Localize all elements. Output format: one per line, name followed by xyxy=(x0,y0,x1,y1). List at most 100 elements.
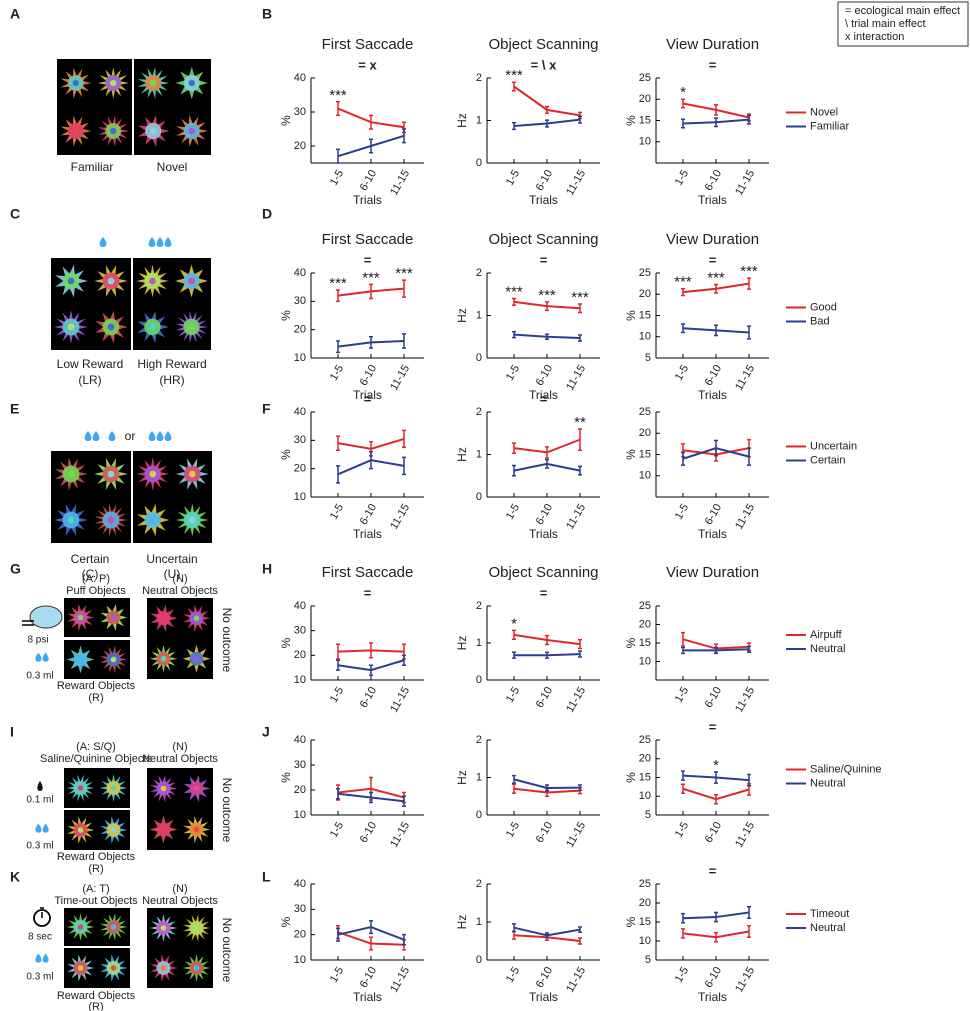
error-bar xyxy=(578,926,582,934)
legend-label: Neutral xyxy=(810,777,845,789)
y-tick-label: 20 xyxy=(294,649,306,661)
x-tick-label: 11-15 xyxy=(733,363,757,393)
x-tick-label: 11-15 xyxy=(564,820,588,850)
error-bar xyxy=(681,770,685,781)
x-tick-label: 1-5 xyxy=(673,965,691,985)
object-shape xyxy=(77,965,84,971)
error-bar xyxy=(336,435,340,451)
error-bar xyxy=(402,128,406,144)
x-tick-label: 1-5 xyxy=(504,363,522,383)
x-axis-label: Trials xyxy=(529,388,558,402)
error-bar xyxy=(512,774,516,784)
y-tick-label: 20 xyxy=(294,929,306,941)
y-tick-label: 10 xyxy=(294,491,306,503)
drop-icon xyxy=(156,237,164,247)
panel-label: (N) xyxy=(172,741,187,753)
error-bar xyxy=(512,330,516,339)
y-tick-label: 40 xyxy=(294,72,306,84)
panel-label: (A: T) xyxy=(82,883,109,895)
y-tick-label: 40 xyxy=(294,267,306,279)
panel-label: 0.3 ml xyxy=(26,671,53,682)
object-shape xyxy=(110,127,117,135)
x-tick-label: 1-5 xyxy=(673,363,691,383)
y-tick-label: 15 xyxy=(639,916,651,928)
significance-stars: *** xyxy=(329,275,347,292)
error-bar xyxy=(714,911,718,923)
x-tick-label: 11-15 xyxy=(388,502,412,532)
error-bar xyxy=(681,98,685,109)
y-tick-label: 20 xyxy=(639,93,651,105)
error-bar xyxy=(336,788,340,800)
object-shape xyxy=(67,277,75,285)
error-bar xyxy=(336,659,340,671)
y-axis-label: % xyxy=(624,115,638,126)
drop-icon xyxy=(35,652,42,662)
significance-stars: *** xyxy=(395,265,413,282)
effect-annotation: = xyxy=(709,863,717,878)
panel-label: or xyxy=(125,429,136,443)
y-axis-label: % xyxy=(279,916,293,927)
error-bar xyxy=(681,928,685,939)
error-bar xyxy=(578,303,582,314)
error-bar xyxy=(578,784,582,791)
error-bar xyxy=(512,783,516,794)
error-bar xyxy=(336,340,340,354)
object-shape xyxy=(107,470,115,478)
error-bar xyxy=(747,325,751,340)
error-bar xyxy=(545,651,549,659)
significance-stars: *** xyxy=(674,274,692,291)
y-tick-label: 20 xyxy=(639,288,651,300)
legend-label: Familiar xyxy=(810,120,849,132)
panel-label: (R) xyxy=(88,692,103,704)
x-axis-label: Trials xyxy=(698,527,727,541)
x-tick-label: 11-15 xyxy=(564,363,588,393)
object-block xyxy=(134,59,211,155)
y-tick-label: 1 xyxy=(476,309,482,321)
error-bar xyxy=(369,664,373,676)
significance-stars: *** xyxy=(538,287,556,304)
panel-label: Reward Objects xyxy=(57,680,136,692)
error-bar xyxy=(578,428,582,451)
error-bar xyxy=(545,301,549,312)
error-bar xyxy=(369,283,373,300)
legend-box-entry: = ecological main effect xyxy=(845,5,960,17)
object-shape xyxy=(160,655,167,662)
x-tick-label: 6-10 xyxy=(534,363,555,388)
error-bar xyxy=(512,442,516,454)
error-bar xyxy=(336,148,340,164)
error-bar xyxy=(512,464,516,477)
error-bar xyxy=(369,919,373,935)
y-axis-label: % xyxy=(279,637,293,648)
x-tick-label: 6-10 xyxy=(358,965,379,990)
y-tick-label: 15 xyxy=(639,771,651,783)
x-tick-label: 6-10 xyxy=(703,685,724,710)
error-bar xyxy=(512,651,516,659)
panel-label: (N) xyxy=(172,573,187,585)
object-block xyxy=(147,768,213,850)
y-tick-label: 10 xyxy=(639,470,651,482)
panel-label: (C) xyxy=(82,567,99,581)
y-tick-label: 0 xyxy=(476,954,482,966)
x-tick-label: 11-15 xyxy=(388,685,412,715)
object-shape xyxy=(110,785,117,791)
y-tick-label: 20 xyxy=(639,753,651,765)
error-bar xyxy=(681,451,685,466)
y-tick-label: 1 xyxy=(476,637,482,649)
legend-label: Saline/Quinine xyxy=(810,763,882,775)
effect-annotation: = \ x xyxy=(531,57,557,72)
x-tick-label: 6-10 xyxy=(703,502,724,527)
object-shape xyxy=(193,615,200,622)
x-tick-label: 1-5 xyxy=(328,168,346,188)
panel-label: 0.1 ml xyxy=(26,795,53,806)
x-tick-label: 6-10 xyxy=(703,965,724,990)
y-tick-label: 25 xyxy=(639,600,651,612)
x-tick-label: 11-15 xyxy=(733,965,757,995)
error-bar xyxy=(578,334,582,342)
y-tick-label: 0 xyxy=(476,674,482,686)
legend-label: Good xyxy=(810,301,837,313)
panel-letter: E xyxy=(10,401,19,417)
panel-label: (N) xyxy=(172,883,187,895)
panel-label: Neutral Objects xyxy=(142,895,218,907)
x-tick-label: 1-5 xyxy=(504,820,522,840)
object-shape xyxy=(149,516,157,524)
